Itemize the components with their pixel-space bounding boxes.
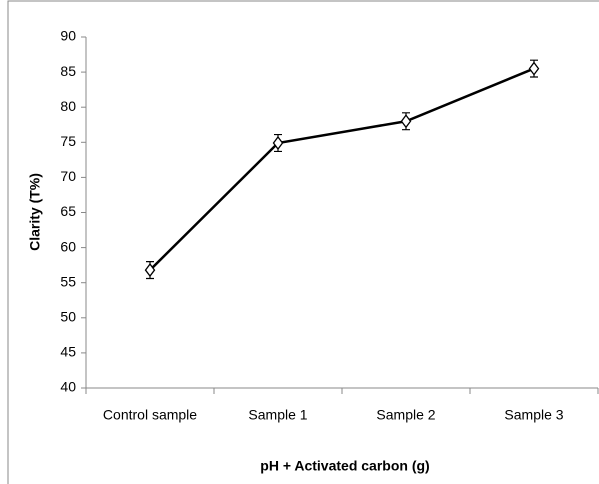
y-tick-label: 70 [60, 168, 76, 184]
y-tick-label: 45 [60, 344, 76, 360]
marker [272, 135, 284, 151]
y-axis-label: Clarity (T%) [27, 173, 43, 251]
y-tick-label: 55 [60, 273, 76, 289]
chart-frame [7, 0, 599, 484]
x-axis-label: pH + Activated carbon (g) [260, 458, 429, 474]
marker [400, 114, 412, 129]
y-tick-label: 40 [60, 379, 76, 395]
y-tick-label: 65 [60, 203, 76, 219]
y-tick-label: 85 [60, 63, 76, 79]
x-tick-label: Sample 2 [376, 407, 435, 423]
marker [144, 262, 156, 278]
y-tick-label: 80 [60, 98, 76, 114]
x-tick-label: Sample 3 [504, 407, 563, 423]
y-tick-label: 60 [60, 238, 76, 254]
line [149, 67, 535, 271]
y-tick-label: 50 [60, 309, 76, 325]
y-tick-label: 75 [60, 133, 76, 149]
x-tick-label: Sample 1 [248, 407, 307, 423]
x-tick-label: Control sample [103, 407, 197, 423]
marker [528, 61, 540, 76]
y-tick-label: 90 [60, 28, 76, 44]
